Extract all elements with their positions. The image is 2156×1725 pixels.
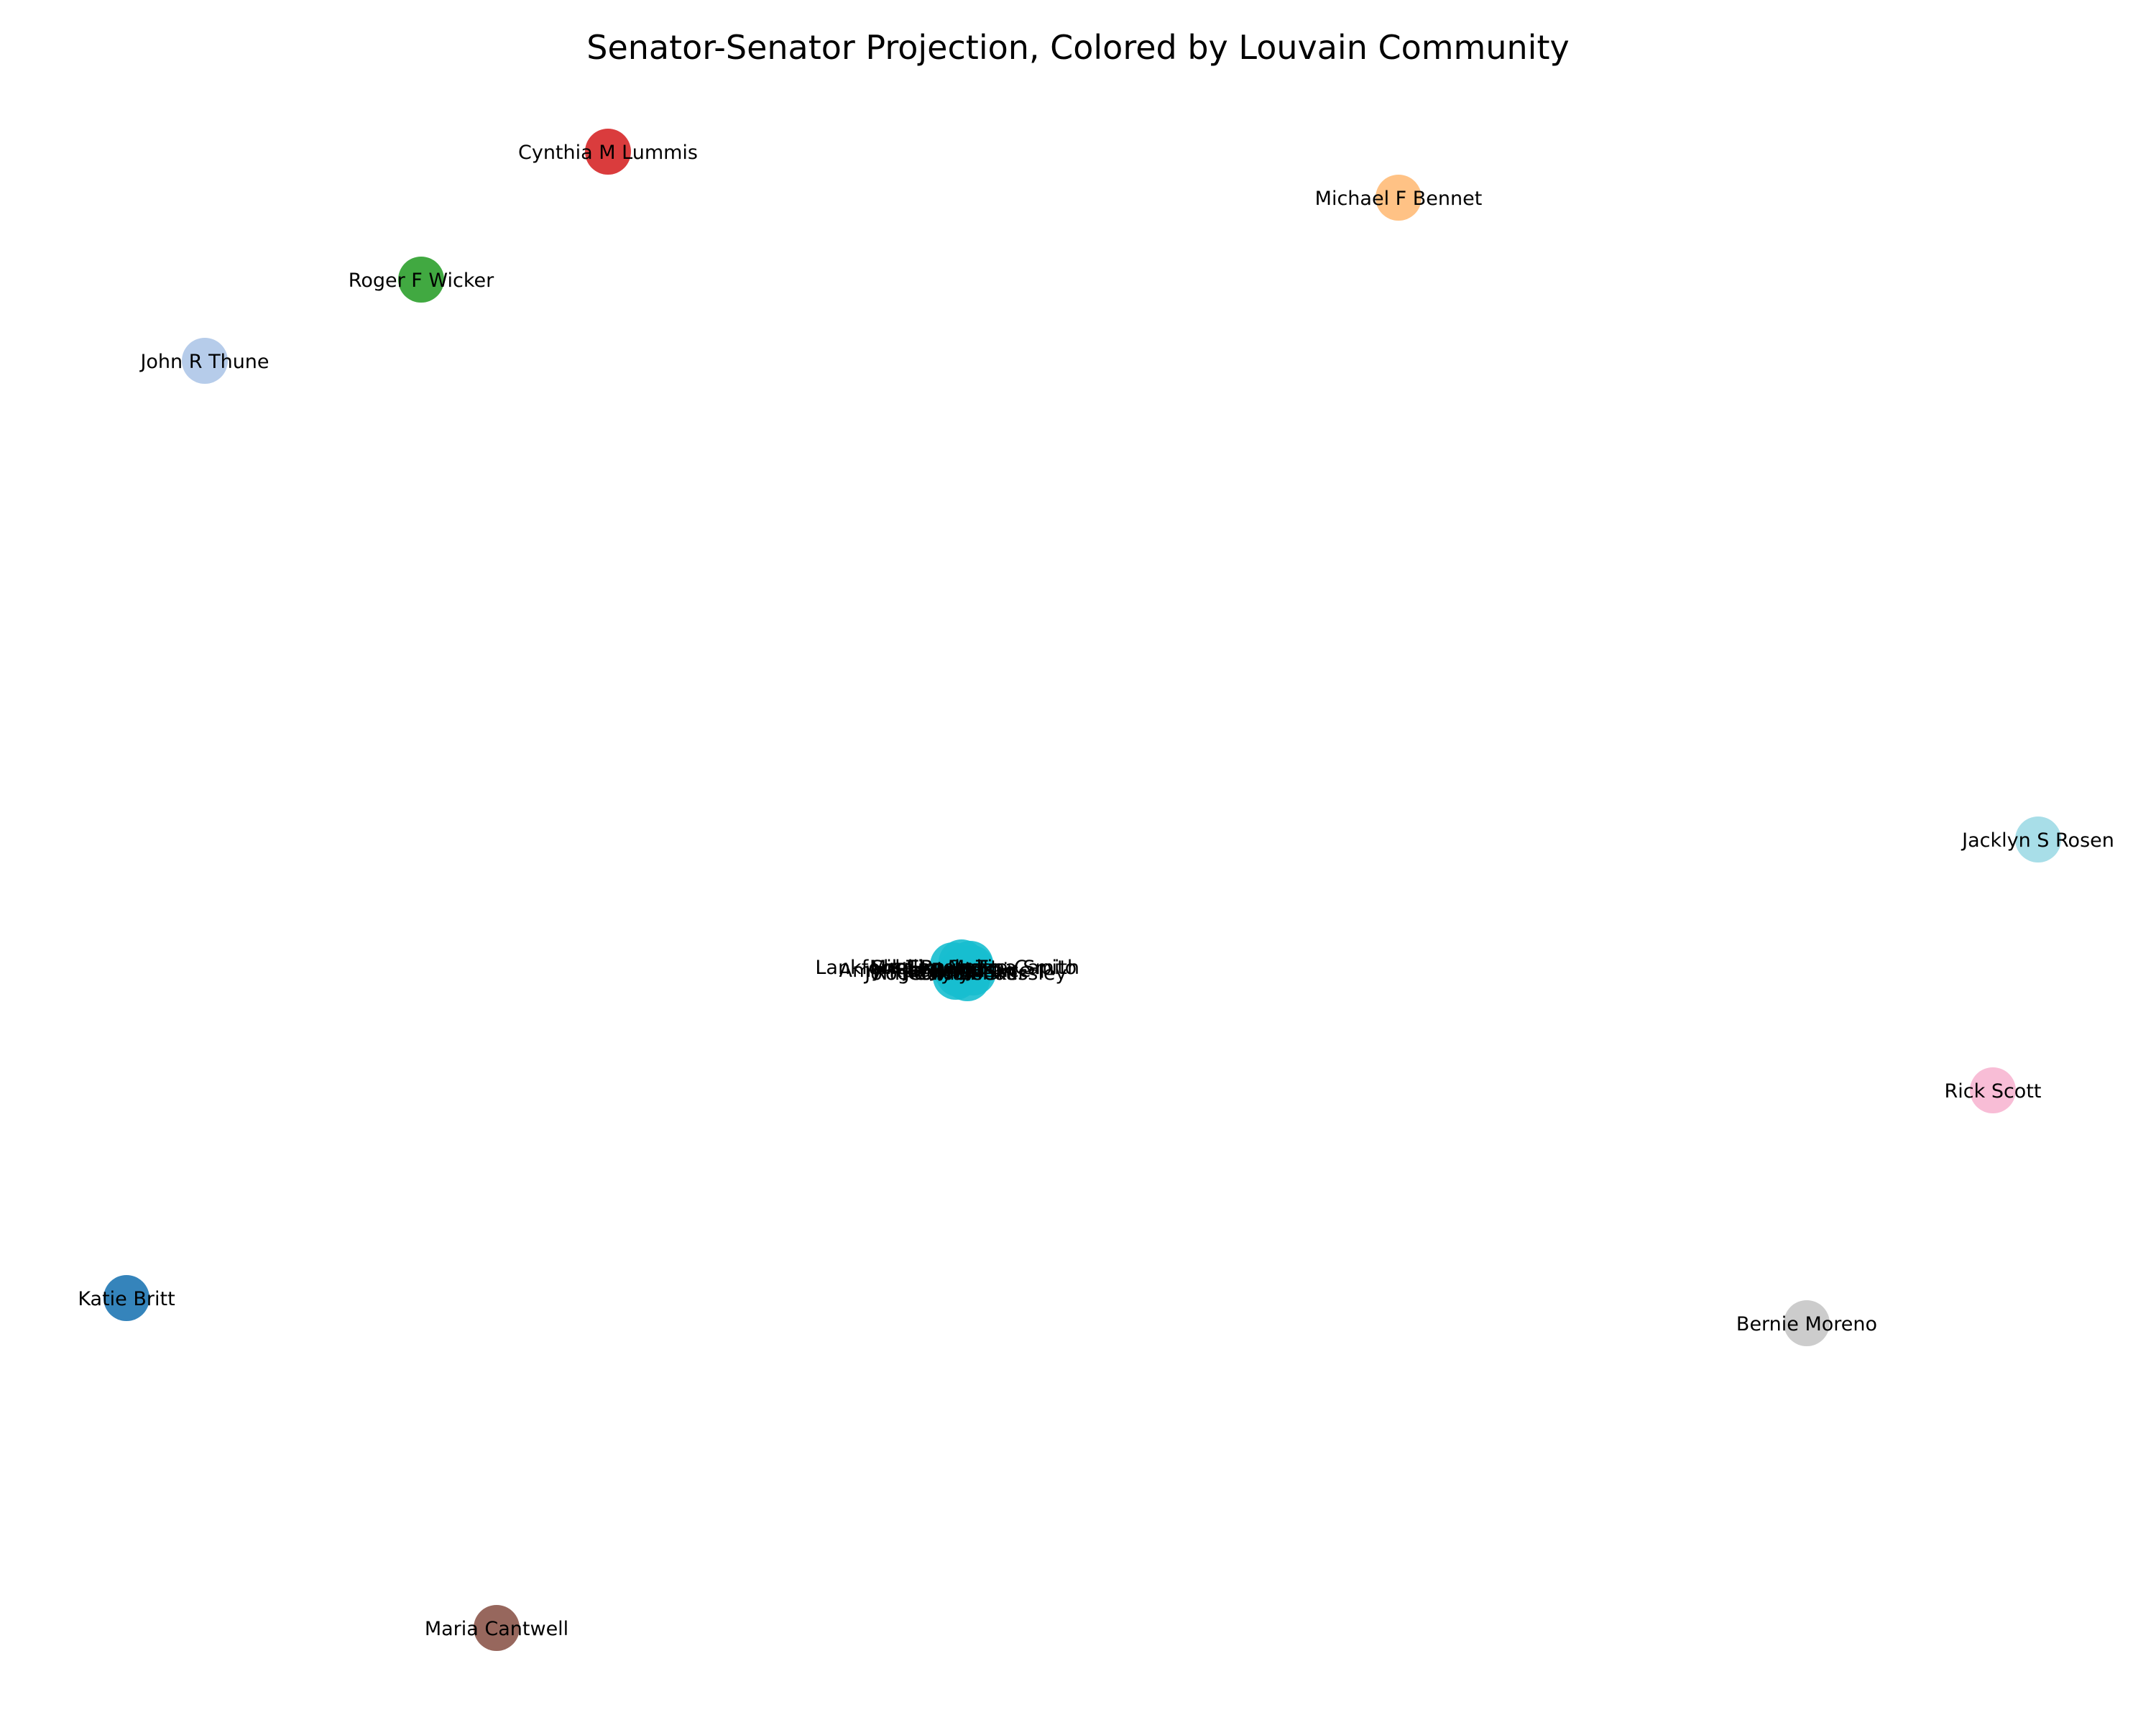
node-circle	[1784, 1300, 1830, 1346]
node-maria: Maria Cantwell	[425, 1605, 568, 1651]
node-circle	[585, 129, 631, 175]
cluster-node-label: Amy Klobuchar	[839, 960, 987, 982]
node-jacklyn: Jacklyn S Rosen	[1961, 816, 2114, 862]
cluster-node-label: Mike Rounds	[870, 957, 992, 979]
graph-title: Senator-Senator Projection, Colored by L…	[586, 28, 1569, 67]
node-cynthia: Cynthia M Lummis	[518, 129, 698, 175]
cluster-node-label: Jim Justice	[929, 960, 1031, 982]
cluster-node-label: Tim Scott	[906, 957, 998, 979]
cluster-node-label: Cory Booker	[908, 962, 1027, 985]
cluster-node-label: John Cornyn	[863, 962, 982, 985]
node-label: Bernie Moreno	[1736, 1313, 1877, 1335]
cluster-node-label: Lankford Sheehy	[815, 957, 978, 979]
node-john: John R Thune	[139, 338, 270, 384]
node-label: John R Thune	[139, 351, 269, 373]
node-katie: Katie Britt	[78, 1275, 175, 1321]
node-label: Maria Cantwell	[425, 1618, 568, 1640]
cluster-node-label: Ted Budd	[893, 960, 982, 982]
node-circle	[182, 338, 228, 384]
node-circle	[1970, 1067, 2016, 1113]
nodes-layer: Cynthia M Lummis Michael F Bennet Roger F …	[78, 129, 2114, 1651]
node-roger: Roger F Wicker	[349, 257, 494, 303]
node-circle	[103, 1275, 149, 1321]
cluster-node-label: Tina Smith	[975, 957, 1079, 979]
node-rick: Rick Scott	[1945, 1067, 2042, 1113]
node-label: Jacklyn S Rosen	[1961, 829, 2114, 852]
node-label: Roger F Wicker	[349, 270, 494, 292]
node-michael: Michael F Bennet	[1315, 175, 1483, 221]
cluster-node-label: Shelley Moore Capito	[871, 957, 1077, 979]
node-circle	[2015, 816, 2061, 862]
node-label: Rick Scott	[1945, 1080, 2042, 1103]
node-circle	[474, 1605, 520, 1651]
node-circle	[398, 257, 444, 303]
node-circle	[1376, 175, 1422, 221]
node-bernie: Bernie Moreno	[1736, 1300, 1877, 1346]
node-label: Cynthia M Lummis	[518, 142, 698, 164]
cluster-node-label: Roger Marshall	[872, 962, 1017, 985]
cluster-node-label: Jerry Moran	[902, 960, 1015, 982]
cluster-node-circle	[939, 939, 985, 985]
node-label: Michael F Bennet	[1315, 188, 1483, 210]
node-label: Katie Britt	[78, 1288, 175, 1310]
cluster-node-label: Chuck Grassley	[917, 962, 1067, 985]
